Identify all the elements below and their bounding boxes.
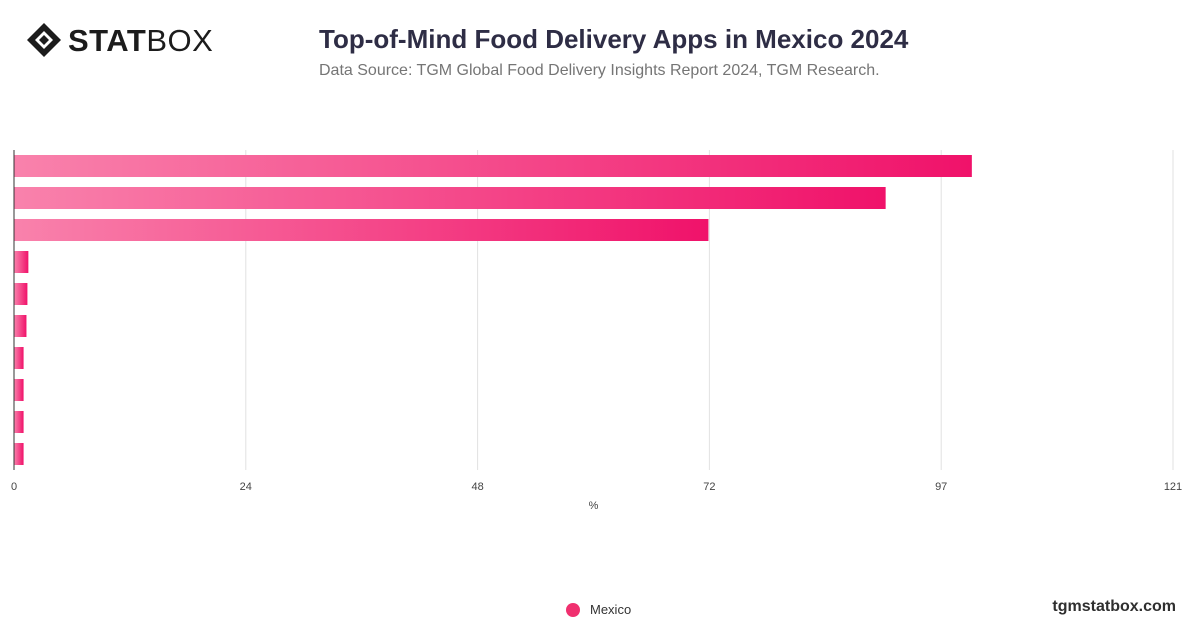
x-tick-label: 121 xyxy=(1164,481,1182,493)
bar xyxy=(14,347,24,369)
bar xyxy=(14,187,886,209)
bar xyxy=(14,443,24,465)
website-link[interactable]: tgmstatbox.com xyxy=(1052,598,1176,615)
bar xyxy=(14,379,24,401)
statbox-diamond-icon xyxy=(27,23,61,57)
logo-box-text: BOX xyxy=(146,22,214,58)
x-tick-label: 97 xyxy=(935,481,947,493)
x-axis-label: % xyxy=(589,500,599,512)
legend-marker xyxy=(566,602,580,617)
chart-title: Top-of-Mind Food Delivery Apps in Mexico… xyxy=(319,24,909,54)
x-tick-label: 48 xyxy=(471,481,483,493)
bar xyxy=(14,251,29,273)
legend-label-mexico: Mexico xyxy=(590,602,632,617)
bar xyxy=(14,411,24,433)
x-tick-label: 0 xyxy=(11,481,17,493)
bar xyxy=(14,315,27,337)
statbox-logo: STATBOX xyxy=(26,22,213,58)
bar xyxy=(14,219,709,241)
logo-stat-text: STAT xyxy=(68,22,147,58)
bar xyxy=(14,283,28,305)
legend[interactable]: Mexico xyxy=(566,602,631,617)
chart-subtitle: Data Source: TGM Global Food Delivery In… xyxy=(319,62,880,79)
statbox-wordmark: STATBOX xyxy=(68,25,213,56)
bar xyxy=(14,155,972,177)
x-tick-label: 72 xyxy=(703,481,715,493)
x-tick-label: 24 xyxy=(240,481,252,493)
